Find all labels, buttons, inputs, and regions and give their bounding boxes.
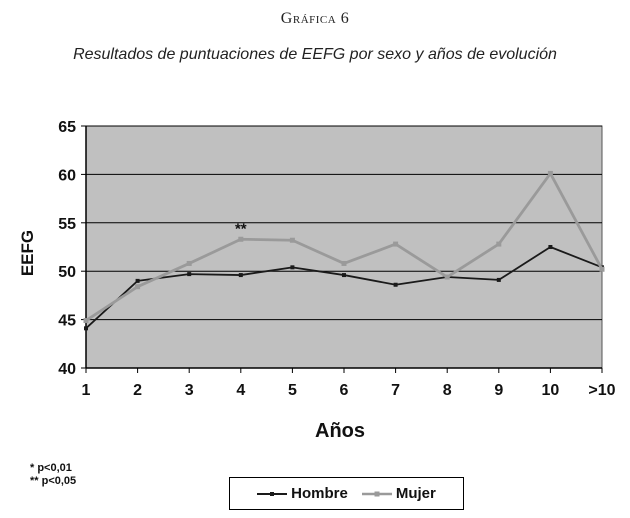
data-point-mujer [83, 318, 89, 324]
data-point-mujer [547, 170, 553, 176]
significance-annotation: ** [235, 221, 247, 238]
significance-footnotes: * p<0,01 ** p<0,05 [30, 462, 76, 488]
chart-heading: Gráfica 6 [280, 10, 350, 27]
x-tick-label: 8 [443, 382, 452, 399]
data-point-hombre [290, 265, 295, 270]
x-tick-label: 3 [185, 382, 194, 399]
chart-subtitle: Resultados de puntuaciones de EEFG por s… [73, 46, 557, 63]
data-point-hombre [548, 245, 553, 249]
x-tick-label: 9 [494, 382, 503, 399]
data-point-mujer [135, 284, 141, 290]
chart-legend: Hombre Mujer [229, 477, 464, 510]
data-point-hombre [496, 277, 501, 282]
x-tick-label: 6 [340, 382, 349, 399]
footnote-1: * p<0,01 [30, 462, 72, 474]
legend-item-hombre: Hombre [257, 485, 348, 502]
data-point-mujer [393, 241, 399, 247]
y-tick-label: 65 [58, 119, 76, 136]
x-tick-label: 7 [391, 382, 400, 399]
x-tick-label: 4 [236, 382, 245, 399]
x-axis-title: Años [315, 420, 365, 442]
data-point-hombre [238, 273, 243, 278]
y-tick-label: 50 [58, 264, 76, 281]
data-point-mujer [186, 260, 192, 266]
legend-label-mujer: Mujer [395, 485, 436, 502]
data-point-hombre [84, 326, 88, 331]
data-point-mujer [444, 274, 450, 280]
x-tick-label: >10 [588, 382, 615, 399]
data-point-mujer [341, 260, 347, 266]
data-point-mujer [289, 237, 295, 243]
footnote-2: ** p<0,05 [30, 475, 77, 487]
y-tick-label: 40 [58, 361, 76, 378]
x-tick-label: 5 [288, 382, 297, 399]
legend-item-mujer: Mujer [361, 485, 436, 502]
x-tick-label: 10 [542, 382, 560, 399]
data-point-hombre [187, 272, 192, 277]
y-tick-label: 55 [58, 216, 76, 233]
x-tick-label: 2 [133, 382, 142, 399]
data-point-mujer [238, 236, 244, 242]
y-tick-label: 60 [58, 167, 76, 184]
data-point-mujer [599, 266, 605, 272]
x-tick-label: 1 [82, 382, 91, 399]
data-point-hombre [393, 282, 398, 287]
legend-swatch-hombre [257, 491, 288, 496]
data-point-mujer [496, 241, 502, 247]
plot-area [85, 125, 603, 369]
y-axis-title: EEFG [18, 230, 37, 276]
data-point-hombre [342, 273, 346, 278]
data-point-hombre [135, 278, 140, 283]
y-tick-label: 45 [58, 313, 76, 330]
legend-label-hombre: Hombre [291, 485, 348, 502]
legend-swatch-mujer [361, 491, 392, 496]
